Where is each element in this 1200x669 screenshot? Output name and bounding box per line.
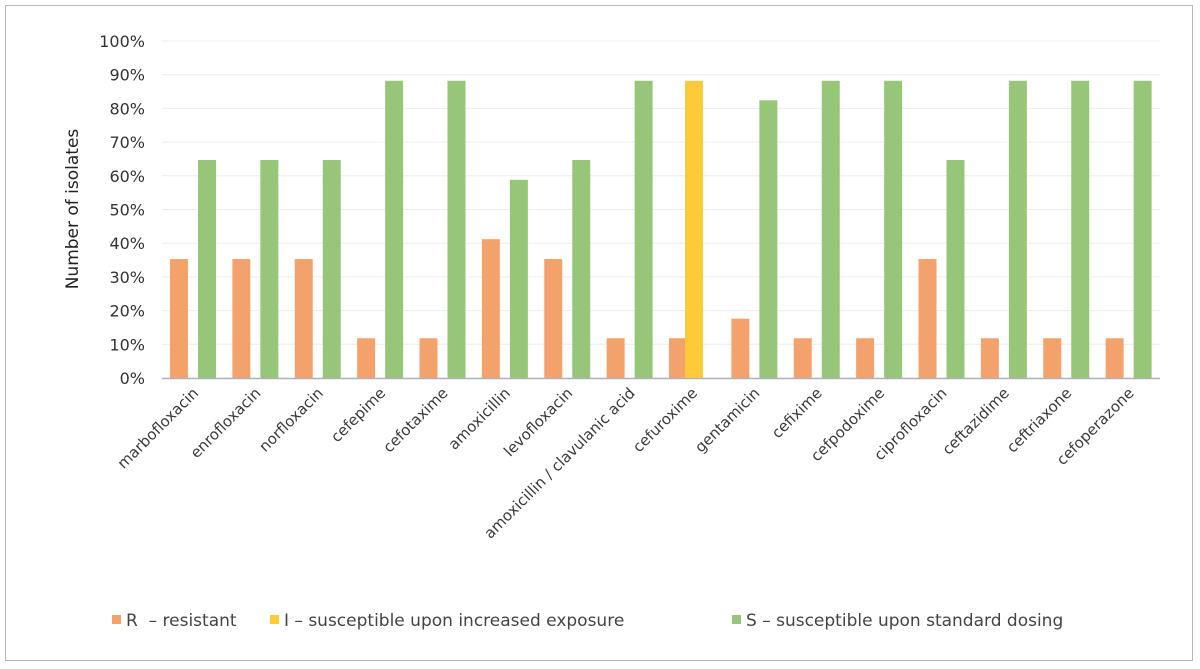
y-axis-ticks: 0% 10% 20% 30% 40% 50% 60% 70% 80% 90% 100% [99,32,145,388]
y-tick-label: 50% [109,201,145,220]
y-tick-label: 70% [109,133,145,152]
bar-resistant [419,338,438,378]
y-axis-label: Number of isolates [63,129,83,290]
bar-increased-exposure [685,80,703,379]
bar-standard-dosing [260,159,279,378]
bar-resistant [1105,338,1124,378]
bar-standard-dosing [634,80,653,379]
x-tick-label: cefepime [327,384,389,446]
legend-item: R – resistant [112,611,237,631]
legend-label: I – susceptible upon increased exposure [284,611,624,631]
y-tick-label: 10% [109,335,145,354]
y-tick-label: 30% [109,268,145,287]
bar-resistant [481,239,500,378]
bar-standard-dosing [759,100,778,378]
bar-resistant [606,338,625,378]
legend-label: R – resistant [126,611,237,631]
x-tick-label: cefixime [768,384,826,442]
bar-resistant [918,259,937,378]
bar-resistant [793,338,812,378]
bar-standard-dosing [509,179,528,378]
bar-standard-dosing [1071,80,1090,379]
y-tick-label: 90% [109,66,145,85]
x-tick-label: cefuroxime [629,384,701,456]
bar-standard-dosing [198,159,216,378]
bar-resistant [544,259,563,378]
y-tick-label: 80% [109,99,145,118]
bar-standard-dosing [1133,80,1152,379]
bar-standard-dosing [385,80,404,379]
bar-resistant [294,259,313,378]
bar-resistant [669,338,687,378]
bar-resistant [980,338,999,378]
bar-resistant [1043,338,1062,378]
bar-resistant [232,259,251,378]
y-tick-label: 0% [120,369,145,388]
bar-standard-dosing [821,80,840,379]
bar-standard-dosing [322,159,341,378]
legend-swatch [732,615,741,624]
bars [170,80,1152,379]
x-tick-label: norfloxacin [255,384,326,455]
y-tick-label: 40% [109,234,145,253]
legend: R – resistant I – susceptible upon increa… [112,611,1063,631]
y-tick-label: 20% [109,302,145,321]
bar-standard-dosing [447,80,466,379]
legend-swatch [112,615,121,624]
bar-resistant [731,318,750,378]
bar-resistant [357,338,376,378]
x-tick-label: ceftazidime [939,384,1013,458]
y-tick-label: 60% [109,167,145,186]
x-tick-label: marbofloxacin [114,384,202,472]
legend-item: I – susceptible upon increased exposure [270,611,624,631]
y-tick-label: 100% [99,32,145,51]
bar-standard-dosing [946,159,965,378]
bar-standard-dosing [1008,80,1027,379]
legend-label: S – susceptible upon standard dosing [746,611,1063,631]
bar-resistant [856,338,875,378]
x-tick-label: gentamicin [691,384,763,456]
x-tick-label: cefotaxime [379,384,451,456]
legend-item: S – susceptible upon standard dosing [732,611,1063,631]
bar-resistant [170,259,188,378]
bar-standard-dosing [884,80,903,379]
bar-standard-dosing [572,159,591,378]
legend-swatch [270,615,279,624]
